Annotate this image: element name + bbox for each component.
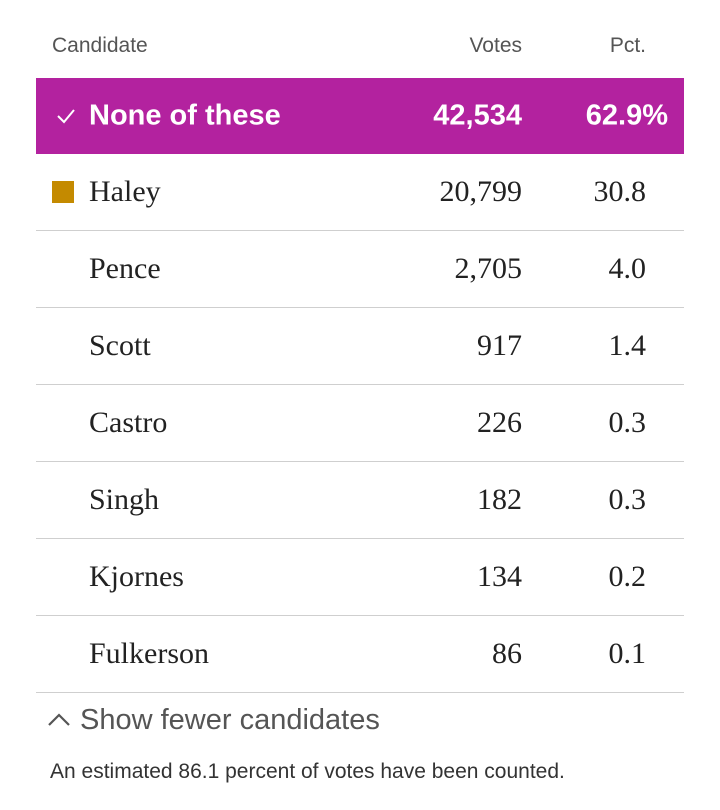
check-icon xyxy=(57,109,75,124)
table-row: Pence 2,705 4.0 xyxy=(36,231,684,308)
candidate-name: None of these xyxy=(89,99,281,132)
candidate-votes: 917 xyxy=(477,329,522,362)
candidate-votes: 2,705 xyxy=(454,252,523,285)
header-candidate: Candidate xyxy=(52,34,148,57)
candidate-pct: 0.3 xyxy=(608,406,647,439)
candidate-pct: 1.4 xyxy=(608,329,647,362)
candidate-votes: 86 xyxy=(492,637,522,670)
chevron-up-icon xyxy=(48,713,70,726)
candidate-pct: 0.2 xyxy=(608,560,647,593)
candidate-votes: 20,799 xyxy=(439,175,523,208)
candidate-votes: 134 xyxy=(477,560,522,593)
show-fewer-label: Show fewer candidates xyxy=(80,703,380,736)
table-row-winner: None of these 42,534 62.9% xyxy=(36,78,684,154)
candidate-votes: 226 xyxy=(477,406,522,439)
candidate-pct: 0.3 xyxy=(608,483,647,516)
candidate-name: Kjornes xyxy=(89,560,184,593)
candidate-pct: 0.1 xyxy=(608,637,647,670)
table-row: Scott 917 1.4 xyxy=(36,308,684,385)
candidate-name: Pence xyxy=(89,252,161,285)
header-votes: Votes xyxy=(469,34,522,57)
table-row: Haley 20,799 30.8 xyxy=(36,154,684,231)
candidate-name: Scott xyxy=(89,329,151,362)
color-swatch xyxy=(52,181,74,203)
candidate-name: Haley xyxy=(89,175,161,208)
candidate-name: Singh xyxy=(89,483,160,516)
table-row: Singh 182 0.3 xyxy=(36,462,684,539)
candidate-votes: 182 xyxy=(477,483,522,516)
candidate-pct: 4.0 xyxy=(608,252,647,285)
results-table: Candidate Votes Pct. None of these 42,53… xyxy=(36,0,684,693)
candidate-name: Fulkerson xyxy=(89,637,209,670)
header-pct: Pct. xyxy=(609,34,646,57)
table-header: Candidate Votes Pct. xyxy=(36,0,684,78)
table-row: Kjornes 134 0.2 xyxy=(36,539,684,616)
candidate-votes: 42,534 xyxy=(433,99,522,132)
table-row: Fulkerson 86 0.1 xyxy=(36,616,684,693)
table-row: Castro 226 0.3 xyxy=(36,385,684,462)
show-fewer-candidates-button[interactable]: Show fewer candidates xyxy=(46,700,380,740)
candidate-name: Castro xyxy=(89,406,168,439)
candidate-pct: 62.9% xyxy=(585,99,668,132)
footnote: An estimated 86.1 percent of votes have … xyxy=(50,760,565,783)
candidate-pct: 30.8 xyxy=(593,175,647,208)
